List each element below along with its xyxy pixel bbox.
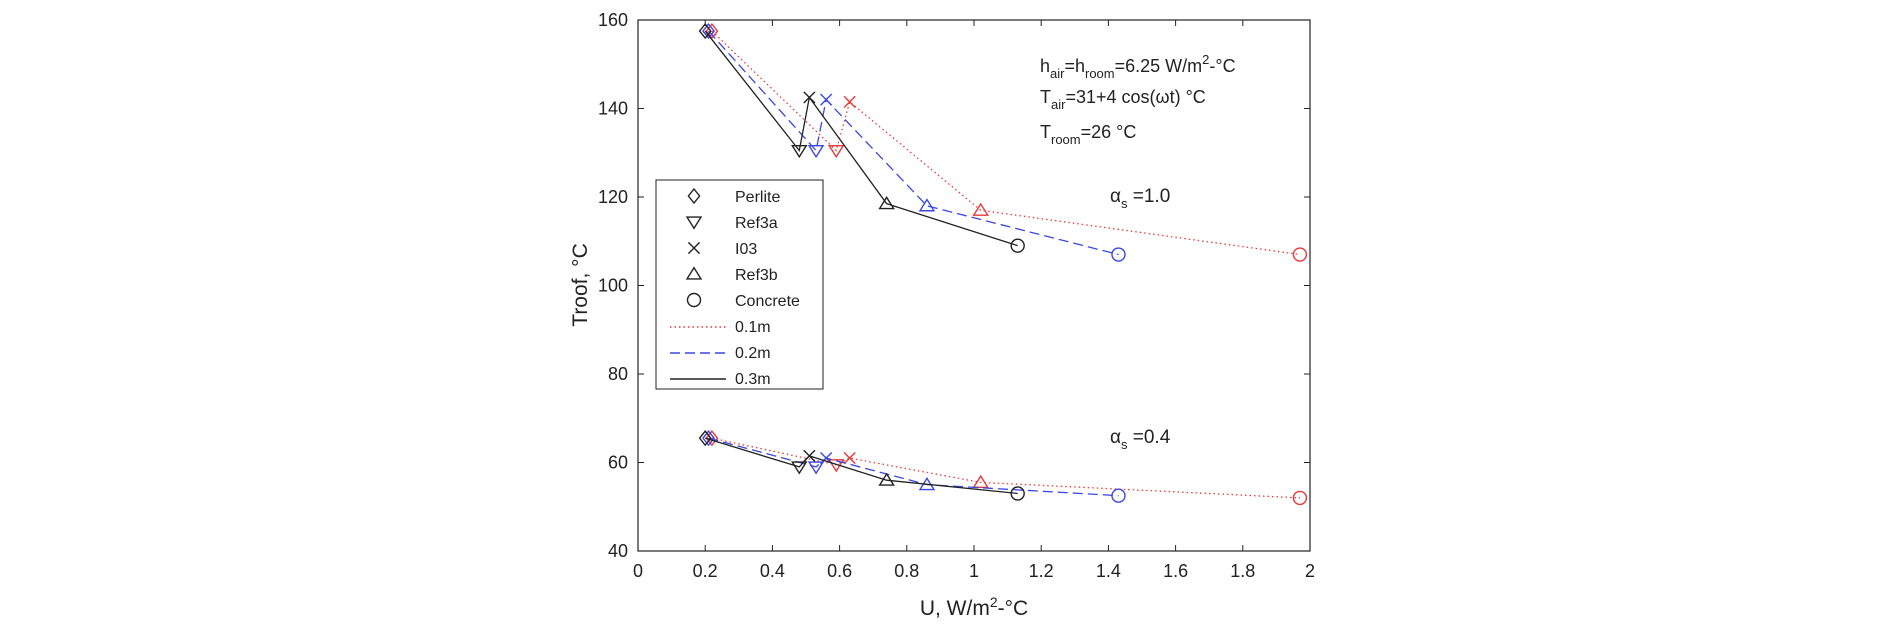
diamond-marker (702, 430, 716, 447)
circle-marker (1111, 247, 1126, 262)
x-axis-label-main: U, W/m (920, 597, 990, 620)
legend-box (655, 179, 824, 390)
circle-marker (1292, 490, 1308, 506)
annotation-alpha-low: αs =0.4 (1110, 427, 1171, 452)
x-marker-stroke (803, 449, 816, 462)
x-tick-label: 1.8 (1230, 561, 1255, 581)
x-marker (803, 91, 816, 104)
x-marker (843, 451, 856, 465)
annotation-t-air: Tair=31+4 cos(ωt) °C (1040, 87, 1206, 112)
data-series (698, 22, 1308, 506)
legend-label: Perlite (735, 189, 780, 206)
circle-marker (1010, 238, 1025, 253)
legend-label: 0.2m (735, 345, 771, 362)
triangle-up-marker (918, 198, 936, 212)
x-axis-label: U, W/m2-°C (920, 594, 1028, 620)
x-tick-label: 0.6 (827, 561, 852, 581)
triangle-up-marker (972, 202, 989, 216)
x-tick-label: 1.6 (1163, 561, 1188, 581)
triangle-down-marker (791, 461, 808, 475)
x-marker-stroke (820, 93, 833, 106)
x-tick-label: 1 (969, 561, 979, 581)
axis-ticks: 0 0.2 0.4 0.6 0.8 1 1.2 1.4 1.6 1.8 2 40 60 80 100 120 1… (598, 10, 1315, 581)
circle-marker (1292, 247, 1308, 262)
series-line (708, 437, 1119, 497)
y-tick-label: 40 (608, 541, 628, 561)
x-axis-label-tail: -°C (998, 597, 1029, 620)
series-line (711, 30, 1301, 256)
x-marker-stroke (820, 451, 833, 465)
y-tick-label: 160 (598, 10, 628, 30)
triangle-down-marker (685, 216, 703, 230)
triangle-up-marker (878, 472, 895, 486)
annotation-alpha-high: αs =1.0 (1110, 186, 1170, 211)
series-0-3m (698, 22, 1025, 501)
x-tick-label: 0 (633, 561, 643, 581)
x-marker (687, 241, 701, 255)
diamond-marker (687, 187, 701, 205)
series-0-1m (705, 22, 1308, 506)
x-tick-label: 0.8 (894, 561, 919, 581)
legend-label: Ref3b (735, 267, 778, 284)
x-marker-stroke (843, 95, 856, 108)
x-marker (843, 95, 856, 108)
triangle-up-marker (685, 266, 703, 280)
y-tick-label: 100 (598, 276, 628, 296)
triangle-up-marker (972, 474, 989, 489)
x-tick-label: 2 (1305, 561, 1315, 581)
y-tick-label: 60 (608, 453, 628, 473)
y-axis-label: Troof, °C (569, 243, 592, 326)
circle-marker (686, 292, 702, 308)
legend-label: Concrete (735, 293, 800, 310)
y-tick-label: 120 (598, 187, 628, 207)
x-axis-label-sup: 2 (990, 594, 998, 610)
x-tick-label: 0.4 (760, 561, 785, 581)
triangle-down-marker (827, 144, 845, 159)
x-marker (820, 93, 833, 106)
series-0-2m (702, 22, 1126, 503)
circle-marker (1111, 488, 1126, 503)
x-marker-stroke (843, 451, 856, 465)
annotation-h-coefficients: hair=hroom=6.25 W/m2-°C (1040, 52, 1236, 81)
legend-label: 0.3m (735, 371, 771, 388)
y-tick-label: 140 (598, 99, 628, 119)
legend: Perlite Ref3a I03 Ref3b Concrete 0.1m 0.2m 0.3m (670, 187, 800, 388)
legend-label: 0.1m (735, 319, 771, 336)
x-tick-label: 1.4 (1096, 561, 1121, 581)
triangle-down-marker (807, 461, 825, 475)
x-marker-stroke (687, 241, 701, 255)
legend-label: I03 (735, 241, 757, 258)
x-marker-stroke (803, 91, 816, 104)
x-tick-label: 0.2 (693, 561, 718, 581)
legend-label: Ref3a (735, 215, 778, 232)
diamond-marker (698, 430, 712, 447)
diamond-marker (702, 22, 716, 40)
triangle-down-marker (807, 144, 825, 159)
x-marker (803, 449, 816, 462)
y-tick-label: 80 (608, 364, 628, 384)
triangle-up-marker (878, 196, 895, 210)
triangle-down-marker (791, 144, 808, 159)
diamond-marker (698, 22, 712, 40)
x-tick-label: 1.2 (1029, 561, 1054, 581)
circle-marker (1010, 486, 1025, 501)
annotation-t-room: Troom=26 °C (1040, 122, 1136, 147)
